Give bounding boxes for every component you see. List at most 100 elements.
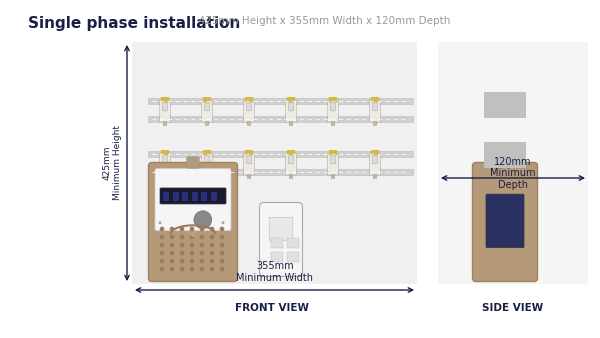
Circle shape	[170, 235, 175, 239]
Circle shape	[160, 227, 164, 231]
Circle shape	[160, 251, 164, 255]
FancyBboxPatch shape	[286, 100, 296, 122]
FancyBboxPatch shape	[370, 100, 380, 122]
Circle shape	[210, 235, 214, 239]
FancyBboxPatch shape	[161, 150, 169, 155]
Circle shape	[190, 243, 194, 247]
FancyBboxPatch shape	[202, 100, 212, 122]
FancyBboxPatch shape	[245, 150, 253, 155]
FancyBboxPatch shape	[187, 157, 199, 168]
Circle shape	[210, 227, 214, 231]
Bar	[163, 192, 169, 201]
Bar	[271, 252, 283, 262]
FancyBboxPatch shape	[289, 121, 293, 125]
Circle shape	[210, 243, 214, 247]
FancyBboxPatch shape	[373, 156, 377, 164]
Circle shape	[194, 211, 212, 229]
FancyBboxPatch shape	[328, 153, 338, 175]
Bar	[173, 192, 179, 201]
Circle shape	[191, 232, 196, 237]
Circle shape	[160, 235, 164, 239]
FancyBboxPatch shape	[202, 153, 212, 175]
Circle shape	[180, 243, 184, 247]
FancyBboxPatch shape	[205, 103, 209, 111]
Text: 425mm Height x 355mm Width x 120mm Depth: 425mm Height x 355mm Width x 120mm Depth	[192, 16, 451, 26]
Bar	[148, 169, 413, 175]
FancyBboxPatch shape	[373, 121, 377, 125]
Bar	[211, 192, 217, 201]
FancyBboxPatch shape	[329, 150, 337, 155]
Circle shape	[170, 267, 175, 271]
Text: 355mm
Minimum Width: 355mm Minimum Width	[236, 261, 314, 283]
FancyBboxPatch shape	[163, 174, 167, 178]
Bar	[191, 192, 197, 201]
FancyBboxPatch shape	[247, 121, 251, 125]
FancyBboxPatch shape	[331, 121, 335, 125]
Bar	[148, 98, 413, 104]
FancyBboxPatch shape	[287, 97, 295, 102]
Circle shape	[220, 227, 224, 231]
Circle shape	[200, 267, 204, 271]
FancyBboxPatch shape	[160, 100, 170, 122]
FancyBboxPatch shape	[486, 194, 524, 248]
FancyBboxPatch shape	[331, 156, 335, 164]
Circle shape	[180, 235, 184, 239]
Circle shape	[220, 251, 224, 255]
Circle shape	[170, 243, 175, 247]
Circle shape	[160, 259, 164, 263]
Bar	[484, 92, 526, 118]
Text: 120mm
Minimum
Depth: 120mm Minimum Depth	[490, 157, 536, 190]
Circle shape	[190, 235, 194, 239]
Circle shape	[210, 251, 214, 255]
FancyBboxPatch shape	[160, 153, 170, 175]
Bar	[271, 238, 283, 248]
Circle shape	[160, 267, 164, 271]
FancyBboxPatch shape	[203, 97, 211, 102]
Bar	[148, 116, 413, 122]
Circle shape	[200, 227, 204, 231]
Circle shape	[190, 267, 194, 271]
Circle shape	[190, 227, 194, 231]
FancyBboxPatch shape	[155, 168, 231, 231]
Circle shape	[210, 267, 214, 271]
Bar	[287, 252, 299, 262]
FancyBboxPatch shape	[205, 156, 209, 164]
Bar	[287, 238, 299, 248]
Circle shape	[180, 259, 184, 263]
Circle shape	[200, 243, 204, 247]
Circle shape	[190, 259, 194, 263]
Circle shape	[190, 251, 194, 255]
FancyBboxPatch shape	[247, 174, 251, 178]
FancyBboxPatch shape	[247, 156, 251, 164]
FancyBboxPatch shape	[247, 103, 251, 111]
Circle shape	[221, 221, 224, 224]
FancyBboxPatch shape	[260, 202, 302, 276]
FancyBboxPatch shape	[473, 163, 538, 282]
FancyBboxPatch shape	[205, 121, 209, 125]
Bar	[484, 142, 526, 168]
Circle shape	[170, 251, 175, 255]
Circle shape	[210, 259, 214, 263]
Circle shape	[200, 235, 204, 239]
Bar	[438, 42, 588, 284]
Circle shape	[170, 259, 175, 263]
Circle shape	[200, 259, 204, 263]
FancyBboxPatch shape	[244, 153, 254, 175]
FancyBboxPatch shape	[244, 100, 254, 122]
FancyBboxPatch shape	[289, 103, 293, 111]
Bar	[132, 42, 417, 284]
FancyBboxPatch shape	[160, 188, 226, 204]
FancyBboxPatch shape	[331, 103, 335, 111]
Circle shape	[180, 251, 184, 255]
FancyBboxPatch shape	[329, 97, 337, 102]
Text: SIDE VIEW: SIDE VIEW	[482, 303, 544, 313]
FancyBboxPatch shape	[163, 156, 167, 164]
FancyBboxPatch shape	[373, 174, 377, 178]
FancyBboxPatch shape	[373, 103, 377, 111]
Circle shape	[220, 243, 224, 247]
FancyBboxPatch shape	[287, 150, 295, 155]
Circle shape	[170, 227, 175, 231]
FancyBboxPatch shape	[163, 121, 167, 125]
FancyBboxPatch shape	[205, 174, 209, 178]
FancyBboxPatch shape	[328, 100, 338, 122]
